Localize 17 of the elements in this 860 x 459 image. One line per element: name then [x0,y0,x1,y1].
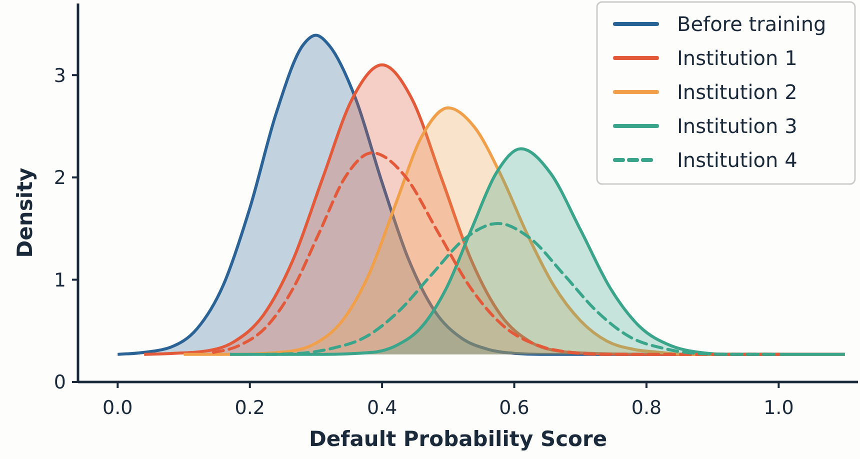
y-tick-label: 1 [54,269,66,292]
x-tick-label: 0.4 [366,397,398,419]
x-tick-label: 0.0 [102,397,133,419]
y-axis-title: Density [13,167,37,258]
legend-label: Before training [677,12,826,36]
x-axis-title: Default Probability Score [308,427,608,451]
x-tick-label: 0.6 [499,397,530,419]
x-tick-label: 1.0 [764,397,794,419]
legend-label: Institution 3 [677,114,798,138]
legend-label: Institution 1 [677,46,798,70]
legend-label: Institution 2 [677,80,798,104]
y-tick-label: 2 [54,167,66,190]
x-tick-label: 0.8 [631,397,662,419]
y-tick-label: 3 [54,64,66,87]
y-tick-label: 0 [54,372,66,394]
x-tick-label: 0.2 [234,397,265,419]
legend-label: Institution 4 [677,148,798,172]
